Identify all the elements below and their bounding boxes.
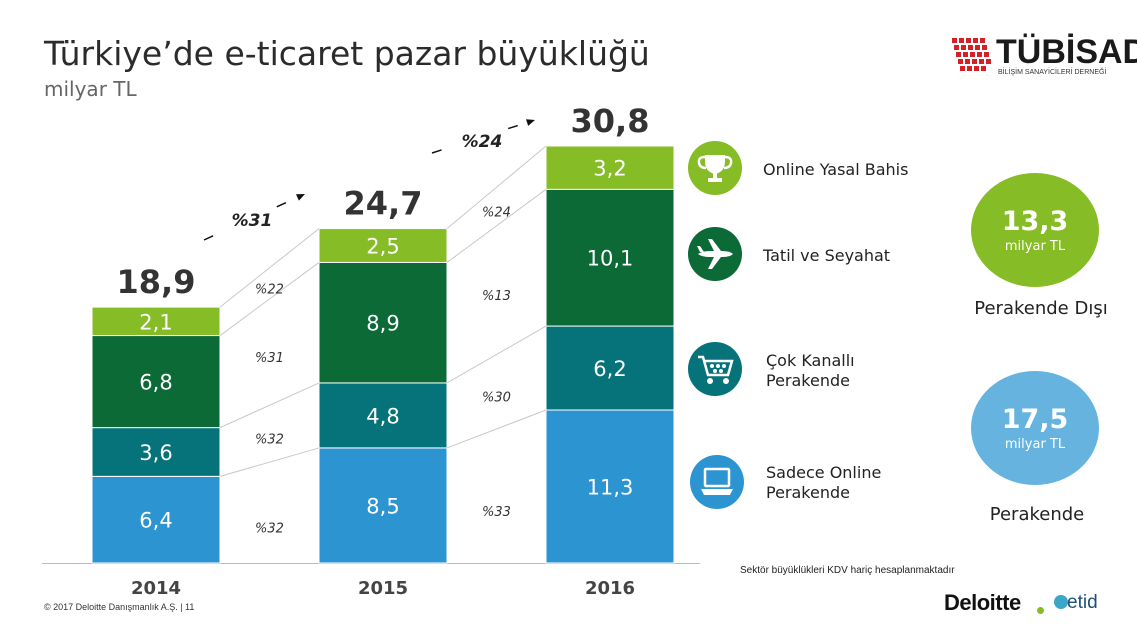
connector-line xyxy=(446,409,547,449)
bar-segment xyxy=(545,188,675,327)
page-title: Türkiye’de e-ticaret pazar büyüklüğü xyxy=(44,34,650,73)
bar-data-label: 6,8 xyxy=(139,371,172,395)
segment-growth-label: %33 xyxy=(482,505,511,520)
bar-total-label: 18,9 xyxy=(117,263,196,301)
bar-segment xyxy=(318,261,448,384)
bar-segment xyxy=(318,228,448,263)
tubisad-logo-icon xyxy=(952,38,991,71)
laptop-icon xyxy=(690,455,744,509)
x-tick-label: 2016 xyxy=(585,578,635,599)
bar-data-label: 3,2 xyxy=(593,157,626,181)
non-retail-unit: milyar TL xyxy=(1004,239,1066,254)
total-growth-label: %31 xyxy=(232,211,273,231)
etid-logo: etid xyxy=(1067,592,1098,613)
tubisad-logo-subtext: BİLİŞİM SANAYİCİLERİ DERNEĞİ xyxy=(998,69,1107,76)
bar-segment xyxy=(91,306,221,337)
tubisad-logo-text: TÜBİSAD xyxy=(996,33,1137,71)
connector-line xyxy=(446,188,547,263)
total-growth-label: %24 xyxy=(462,132,503,152)
bar-segment xyxy=(545,145,675,190)
retail-bubble: 17,5 milyar TL xyxy=(971,371,1099,485)
connector-line xyxy=(219,447,320,477)
bar-data-label: 2,1 xyxy=(139,310,172,334)
trophy-icon xyxy=(688,141,742,195)
legend-label-cok-kanalli: Çok Kanallı Perakende xyxy=(766,351,855,390)
segment-growth-label: %32 xyxy=(255,522,284,537)
page-subtitle: milyar TL xyxy=(44,77,137,101)
non-retail-label: Perakende Dışı xyxy=(974,298,1108,319)
bar-data-label: 11,3 xyxy=(587,476,634,500)
x-tick-label: 2014 xyxy=(131,578,181,599)
bar-segment xyxy=(545,325,675,411)
footnote: Sektör büyüklükleri KDV hariç hesaplanma… xyxy=(740,565,955,576)
legend-label-bahis: Online Yasal Bahis xyxy=(763,160,909,179)
bar-data-label: 4,8 xyxy=(366,404,399,428)
segment-growth-label: %30 xyxy=(482,391,511,406)
legend-label-seyahat: Tatil ve Seyahat xyxy=(763,246,891,265)
bar-data-label: 8,5 xyxy=(366,494,399,518)
bar-data-label: 6,4 xyxy=(139,509,172,533)
segment-growth-label: %22 xyxy=(255,282,284,297)
segment-growth-label: %31 xyxy=(255,351,284,366)
non-retail-value: 13,3 xyxy=(1001,206,1069,237)
x-tick-label: 2015 xyxy=(358,578,408,599)
connector-line xyxy=(446,145,547,229)
bar-segment xyxy=(91,475,221,564)
bar-segment xyxy=(318,382,448,449)
retail-label: Perakende xyxy=(989,504,1085,525)
non-retail-bubble: 13,3 milyar TL xyxy=(971,173,1099,287)
connector-line xyxy=(446,325,547,384)
growth-arrowhead-icon xyxy=(526,119,535,126)
airplane-icon xyxy=(688,227,742,281)
segment-growth-label: %24 xyxy=(482,206,511,221)
bar-total-label: 24,7 xyxy=(344,185,423,223)
retail-value: 17,5 xyxy=(1001,404,1069,435)
deloitte-logo: Deloitte xyxy=(944,590,1021,615)
bar-data-label: 8,9 xyxy=(366,312,399,336)
deloitte-dot-icon xyxy=(1037,607,1044,614)
segment-growth-label: %32 xyxy=(255,433,284,448)
bar-total-label: 30,8 xyxy=(571,102,650,140)
bar-segment xyxy=(545,409,675,564)
bar-data-label: 10,1 xyxy=(587,247,634,271)
bar-data-label: 3,6 xyxy=(139,441,172,465)
connector-line xyxy=(219,382,320,429)
bar-data-label: 6,2 xyxy=(593,357,626,381)
copyright-text: © 2017 Deloitte Danışmanlık A.Ş. | 11 xyxy=(44,602,195,612)
segment-growth-label: %13 xyxy=(482,289,511,304)
retail-unit: milyar TL xyxy=(1004,437,1066,452)
legend-label-sadece-online: Sadece Online Perakende xyxy=(766,463,882,502)
etid-logo-icon xyxy=(1054,595,1068,609)
connector-line xyxy=(219,262,320,336)
bar-segment xyxy=(91,427,221,477)
growth-arrowhead-icon xyxy=(296,194,305,201)
shopping-cart-icon xyxy=(688,342,742,396)
bar-data-label: 2,5 xyxy=(366,235,399,259)
connector-line xyxy=(219,228,320,308)
bar-segment xyxy=(91,335,221,429)
